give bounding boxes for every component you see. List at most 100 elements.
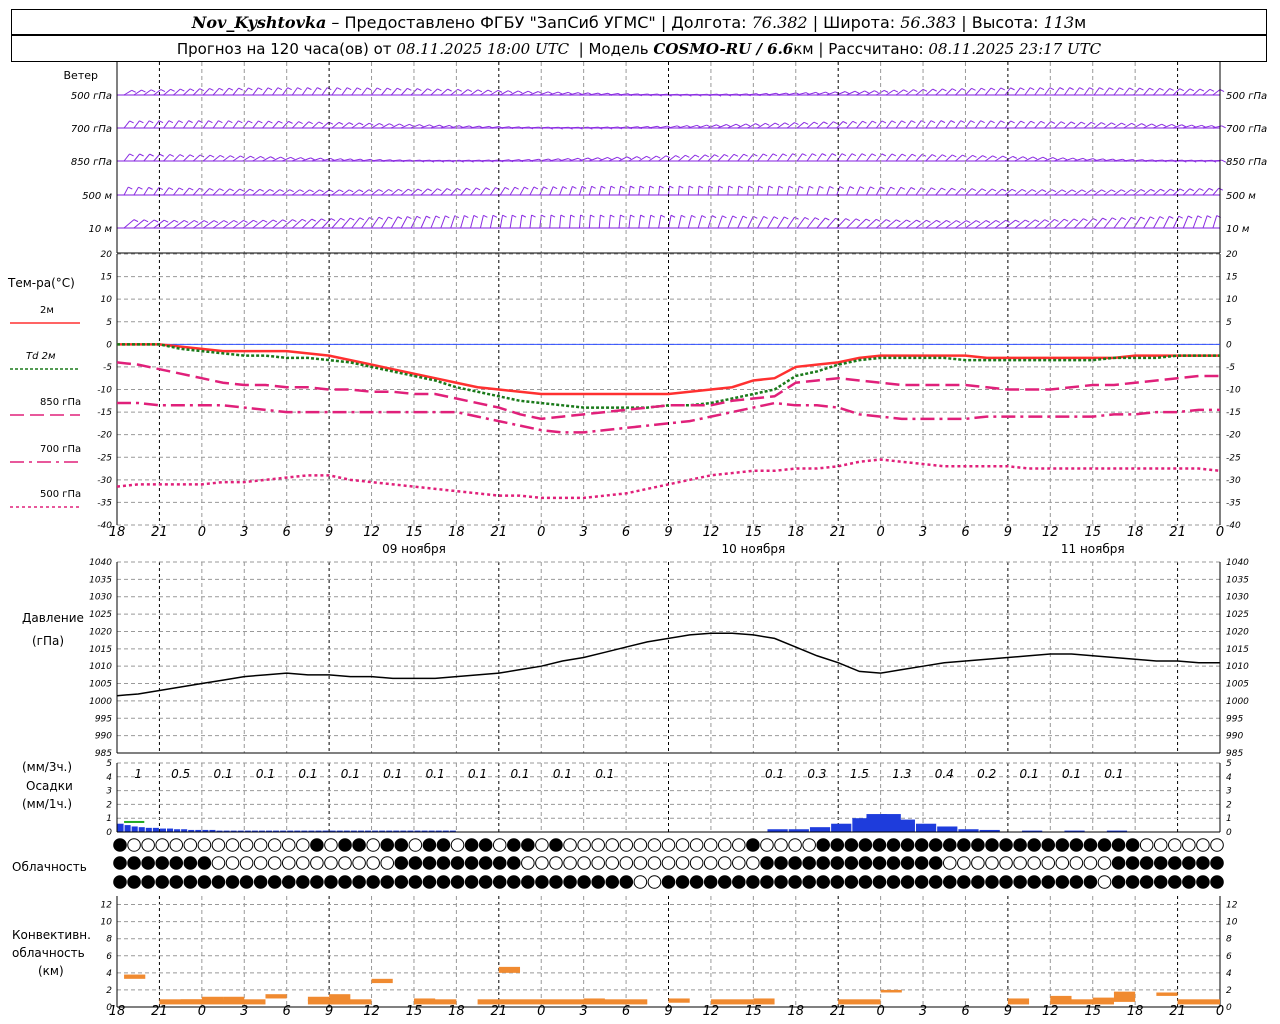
wind-barb: [618, 186, 622, 196]
wind-barb-flag: [139, 120, 144, 124]
wind-barb: [945, 220, 957, 229]
wind-barb: [232, 188, 241, 196]
cloud-symbol: [1041, 875, 1056, 889]
wind-barb-flag: [541, 214, 546, 218]
wind-barb-flag: [1169, 215, 1174, 219]
wind-barb-flag: [416, 215, 422, 219]
wind-barb: [499, 215, 504, 229]
cloud-symbol: [591, 856, 605, 870]
wind-barb: [885, 153, 893, 162]
cloud-symbol: [310, 875, 324, 889]
wind-barb-flag: [833, 121, 838, 125]
time-tick-label: 3: [919, 525, 927, 540]
wind-barb: [1123, 189, 1132, 196]
cloud-symbol: [1083, 856, 1098, 870]
wind-barb-flag: [883, 89, 889, 93]
wind-barb: [391, 188, 399, 196]
wind-barb: [905, 187, 912, 196]
wind-barb: [262, 219, 274, 229]
wind-barb: [420, 188, 428, 196]
cloud-symbol: [296, 856, 310, 870]
wind-level-label-left: 10 м: [89, 224, 113, 235]
wind-barb-flag: [1071, 189, 1077, 193]
wind-barb-flag: [270, 156, 275, 160]
cloud-symbol: [788, 838, 802, 852]
wind-barb-flag: [1131, 216, 1136, 220]
wind-barb: [776, 186, 780, 196]
wind-barb-flag: [587, 157, 593, 161]
wind-barb-flag: [688, 185, 694, 189]
wind-barb-flag: [388, 216, 393, 220]
wind-barb: [1123, 217, 1132, 229]
precip-bar: [244, 830, 251, 832]
wind-barb-flag: [1150, 188, 1155, 192]
cloud-symbol: [1097, 875, 1112, 889]
wind-barb: [846, 218, 857, 229]
wind-barb-flag: [527, 90, 533, 94]
wind-title: Ветер: [64, 69, 98, 82]
wind-barb: [410, 188, 419, 196]
precip-bar: [131, 826, 138, 832]
cloud-symbol: [1111, 875, 1126, 889]
wind-barb: [311, 218, 322, 229]
wind-barb: [1004, 87, 1011, 96]
wind-barb: [202, 120, 209, 129]
wind-barb: [786, 122, 795, 129]
wind-barb: [361, 189, 370, 196]
wind-barb: [1054, 121, 1062, 129]
wind-barb-flag: [1189, 88, 1195, 92]
time-tick-label: 18: [787, 1004, 804, 1019]
pres-tick-left: 1030: [89, 593, 112, 603]
wind-barb: [351, 122, 360, 129]
wind-barb: [252, 219, 264, 229]
wind-barb: [747, 216, 754, 229]
wind-barb: [173, 220, 185, 229]
wind-barb-flag: [901, 120, 906, 124]
precip-total-label: 0.1: [1104, 767, 1123, 781]
cloud-symbol: [183, 838, 198, 852]
wind-level-label-left: 700 гПа: [71, 124, 112, 135]
wind-barb: [232, 120, 239, 129]
precip-total-label: 1.5: [850, 767, 869, 781]
wind-barb-flag: [597, 157, 602, 161]
wind-barb-flag: [650, 214, 655, 218]
temp-tick-right: -30: [1226, 476, 1241, 486]
wind-barb-flag: [299, 189, 304, 193]
wind-barb-flag: [223, 220, 229, 223]
cloud-symbol: [492, 838, 507, 852]
wind-barb: [430, 188, 438, 196]
precip-bar: [379, 830, 386, 832]
precip-bar: [386, 830, 393, 832]
wind-barb: [1182, 88, 1191, 96]
wind-barb: [1103, 217, 1113, 229]
wind-barb-flag: [950, 120, 956, 124]
precip-total-label: 0.1: [426, 767, 445, 781]
wind-barb-flag: [913, 89, 918, 93]
wind-barb-flag: [1208, 187, 1214, 191]
cloud-symbol: [746, 856, 760, 870]
wind-barb: [965, 188, 973, 196]
wind-barb: [1202, 215, 1208, 229]
wind-barb-flag: [911, 153, 917, 157]
precip-bar: [767, 829, 788, 832]
precip-bar: [372, 830, 379, 832]
wind-barb-flag: [911, 120, 916, 124]
cloud-symbol: [957, 838, 971, 852]
wind-barb: [1153, 216, 1161, 229]
wind-barb-flag: [1005, 219, 1010, 223]
wind-barb-flag: [219, 154, 225, 158]
time-tick-label: 18: [448, 525, 465, 540]
wind-barb: [212, 87, 220, 96]
temp-tick-left: -25: [97, 453, 112, 463]
wind-barb-flag: [464, 215, 469, 218]
wind-barb-flag: [356, 87, 362, 91]
precip-bar: [181, 829, 188, 832]
time-tick-label: 9: [664, 1004, 672, 1019]
wind-barb: [400, 188, 409, 196]
cloud-symbol: [717, 856, 732, 870]
wind-barb-flag: [230, 155, 235, 159]
wind-barb: [1073, 218, 1084, 229]
wind-barb-flag: [311, 218, 316, 222]
cloud-symbol: [113, 856, 127, 870]
